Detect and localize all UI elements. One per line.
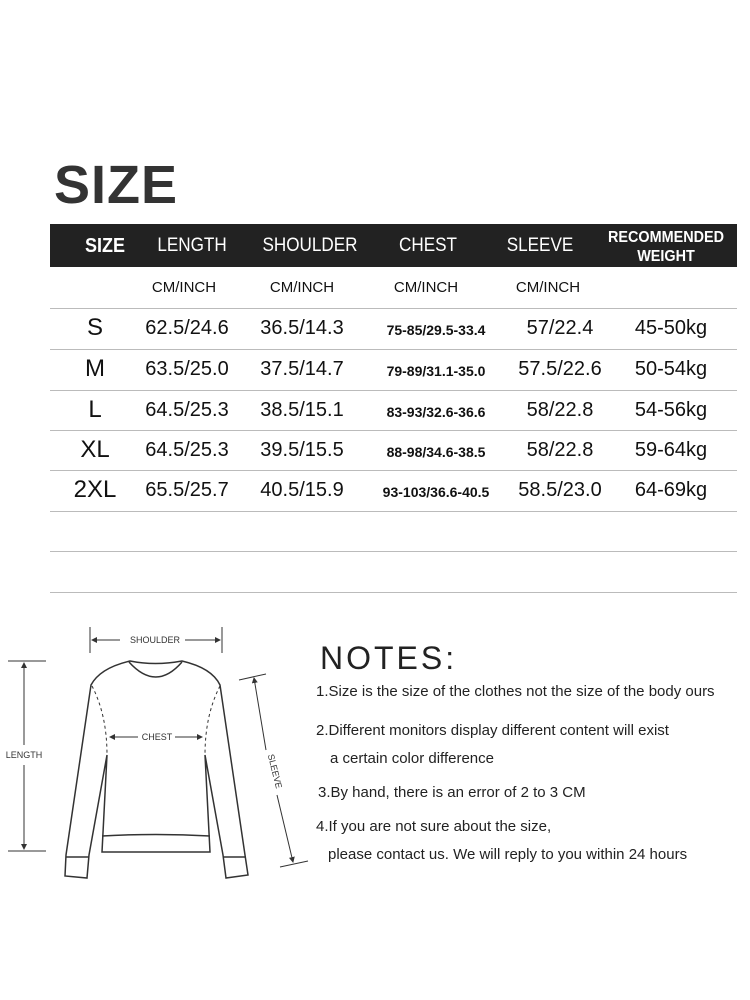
cell-chest: 83-93/32.6-36.6 xyxy=(386,404,486,420)
page-title: SIZE xyxy=(54,155,179,215)
cell-weight: 50-54kg xyxy=(634,358,708,380)
cell-shoulder: 37.5/14.7 xyxy=(260,358,344,380)
header-size: SIZE xyxy=(84,235,126,257)
header-sleeve: SLEEVE xyxy=(506,235,574,256)
cell-weight: 54-56kg xyxy=(634,399,708,421)
cell-length: 63.5/25.0 xyxy=(145,358,229,380)
cell-size: XL xyxy=(80,436,110,463)
header-length: LENGTH xyxy=(157,235,227,256)
label-shoulder: SHOULDER xyxy=(130,635,181,645)
label-length: LENGTH xyxy=(6,750,43,760)
divider xyxy=(50,551,737,552)
cell-sleeve: 58/22.8 xyxy=(526,439,594,461)
cell-sleeve: 58/22.8 xyxy=(526,399,594,421)
row-divider xyxy=(50,470,737,471)
header-weight-line2: WEIGHT xyxy=(637,248,695,265)
cell-sleeve: 58.5/23.0 xyxy=(518,479,602,501)
table-header xyxy=(50,224,737,267)
note-1: 1.Size is the size of the clothes not th… xyxy=(316,683,715,700)
cell-size: S xyxy=(86,314,104,341)
cell-chest: 88-98/34.6-38.5 xyxy=(386,444,486,460)
header-shoulder: SHOULDER xyxy=(262,235,358,256)
cell-shoulder: 40.5/15.9 xyxy=(260,479,344,501)
cell-chest: 93-103/36.6-40.5 xyxy=(382,484,490,500)
cell-weight: 64-69kg xyxy=(634,479,708,501)
cell-size: 2XL xyxy=(73,476,117,503)
label-sleeve: SLEEVE xyxy=(266,753,284,789)
cell-length: 64.5/25.3 xyxy=(145,439,229,461)
unit-shoulder: CM/INCH xyxy=(269,279,335,296)
row-divider xyxy=(50,349,737,350)
header-weight: RECOMMENDED WEIGHT xyxy=(608,228,724,266)
note-4: 4.If you are not sure about the size, xyxy=(316,818,552,835)
cell-weight: 45-50kg xyxy=(634,317,708,339)
unit-sleeve: CM/INCH xyxy=(515,279,581,296)
divider xyxy=(50,592,737,593)
row-divider xyxy=(50,390,737,391)
cell-shoulder: 39.5/15.5 xyxy=(260,439,344,461)
cell-sleeve: 57.5/22.6 xyxy=(518,358,602,380)
label-chest: CHEST xyxy=(142,732,173,742)
cell-length: 62.5/24.6 xyxy=(145,317,229,339)
header-chest: CHEST xyxy=(399,235,457,256)
cell-shoulder: 38.5/15.1 xyxy=(260,399,344,421)
unit-length: CM/INCH xyxy=(151,279,217,296)
cell-shoulder: 36.5/14.3 xyxy=(260,317,344,339)
cell-size: L xyxy=(88,396,102,423)
cell-chest: 75-85/29.5-33.4 xyxy=(386,322,486,338)
row-divider xyxy=(50,308,737,309)
cell-length: 64.5/25.3 xyxy=(145,399,229,421)
cell-chest: 79-89/31.1-35.0 xyxy=(386,363,486,379)
cell-sleeve: 57/22.4 xyxy=(526,317,594,339)
row-divider xyxy=(50,430,737,431)
note-2: 2.Different monitors display different c… xyxy=(316,722,669,739)
row-divider xyxy=(50,511,737,512)
cell-weight: 59-64kg xyxy=(634,439,708,461)
header-weight-line1: RECOMMENDED xyxy=(607,229,725,246)
cell-size: M xyxy=(85,355,105,382)
note-4-cont: please contact us. We will reply to you … xyxy=(328,846,688,862)
unit-chest: CM/INCH xyxy=(393,279,459,296)
sweater-diagram: SHOULDER CHEST LENGTH SLEEVE xyxy=(6,627,309,879)
note-3: 3.By hand, there is an error of 2 to 3 C… xyxy=(318,784,586,801)
cell-length: 65.5/25.7 xyxy=(145,479,229,501)
notes-title: NOTES: xyxy=(320,640,458,676)
note-2-cont: a certain color difference xyxy=(330,750,494,767)
